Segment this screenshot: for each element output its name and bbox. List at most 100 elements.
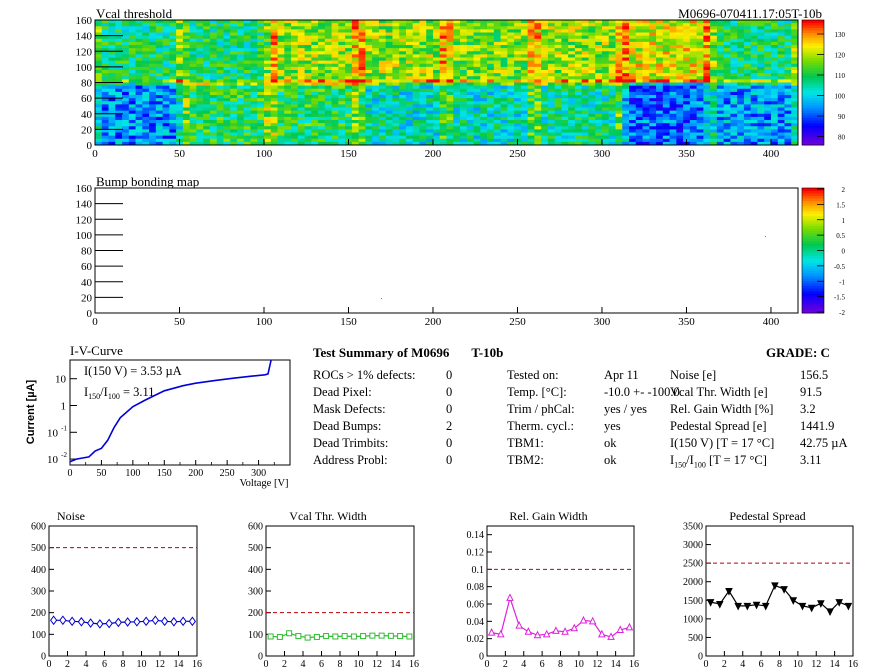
- heatmap-cell: [95, 60, 103, 65]
- heatmap-cell: [716, 95, 725, 99]
- heatmap-cell: [176, 116, 184, 121]
- heatmap-cell: [764, 82, 772, 87]
- heatmap-cell: [716, 123, 725, 127]
- heatmap-cell: [622, 35, 630, 40]
- summary-value: yes / yes: [604, 402, 648, 416]
- heatmap-cell: [128, 41, 136, 46]
- heatmap-cell: [784, 104, 792, 108]
- heatmap-cell: [189, 141, 197, 146]
- heatmap-cell: [196, 95, 204, 99]
- heatmap-cell: [291, 107, 299, 112]
- heatmap-cell: [669, 41, 677, 46]
- heatmap-cell: [351, 60, 360, 65]
- heatmap-cell: [629, 101, 637, 105]
- heatmap-cell: [405, 48, 414, 52]
- heatmap-cell: [304, 35, 312, 40]
- heatmap-cell: [277, 132, 285, 137]
- heatmap-cell: [95, 132, 103, 137]
- heatmap-cell: [500, 126, 508, 130]
- heatmap-cell: [635, 23, 643, 27]
- heatmap-cell: [683, 113, 691, 118]
- heatmap-cell: [439, 35, 447, 40]
- heatmap-cell: [169, 79, 177, 83]
- heatmap-cell: [142, 110, 150, 115]
- heatmap-cell: [656, 135, 664, 140]
- heatmap-cell: [622, 132, 630, 137]
- heatmap-cell: [534, 116, 542, 121]
- heatmap-cell: [669, 104, 677, 108]
- heatmap-cell: [169, 57, 177, 62]
- heatmap-cell: [791, 116, 799, 121]
- heatmap-cell: [122, 26, 130, 30]
- heatmap-cell: [439, 107, 447, 112]
- heatmap-cell: [365, 91, 373, 96]
- heatmap-cell: [155, 104, 163, 108]
- heatmap-cell: [568, 85, 576, 90]
- heatmap-cell: [669, 23, 677, 27]
- heatmap-cell: [155, 70, 163, 74]
- heatmap-cell: [460, 20, 468, 24]
- heatmap-cell: [743, 57, 752, 62]
- heatmap-cell: [304, 132, 312, 137]
- heatmap-cell: [581, 82, 589, 87]
- heatmap-cell: [581, 129, 589, 133]
- heatmap-cell: [405, 32, 414, 37]
- heatmap-cell: [730, 63, 738, 68]
- x-tick-label: 350: [678, 316, 695, 328]
- heatmap-cell: [182, 70, 191, 74]
- heatmap-cell: [135, 54, 143, 58]
- colorbar-tick-label: 2: [842, 186, 846, 194]
- heatmap-cell: [764, 23, 772, 27]
- heatmap-cell: [149, 23, 157, 27]
- heatmap-cell: [453, 73, 461, 77]
- heatmap-cell: [473, 88, 481, 93]
- heatmap-cell: [541, 41, 549, 46]
- heatmap-cell: [358, 70, 366, 74]
- x-tick-label: 2: [282, 659, 287, 670]
- heatmap-cell: [737, 120, 745, 124]
- heatmap-cell: [365, 141, 373, 146]
- heatmap-cell: [263, 123, 272, 127]
- heatmap-cell: [574, 29, 583, 33]
- heatmap-cell: [203, 79, 211, 83]
- heatmap-cell: [432, 123, 441, 127]
- heatmap-cell: [439, 98, 447, 102]
- heatmap-cell: [622, 70, 630, 74]
- heatmap-cell: [743, 76, 752, 80]
- heatmap-cell: [324, 26, 332, 30]
- heatmap-cell: [203, 141, 211, 146]
- heatmap-cell: [122, 54, 130, 58]
- heatmap-cell: [656, 60, 664, 65]
- heatmap-cell: [432, 116, 441, 121]
- heatmap-cell: [115, 132, 123, 137]
- heatmap-cell: [514, 79, 522, 83]
- heatmap-cell: [419, 48, 427, 52]
- heatmap-cell: [547, 32, 556, 37]
- x-tick-label: 350: [678, 148, 695, 160]
- heatmap-cell: [358, 129, 366, 133]
- colorbar-segment: [802, 228, 824, 231]
- heatmap-cell: [777, 98, 785, 102]
- heatmap-cell: [405, 76, 414, 80]
- colorbar-segment: [802, 245, 824, 249]
- heatmap-cell: [480, 48, 488, 52]
- heatmap-cell: [182, 135, 191, 140]
- heatmap-cell: [257, 41, 265, 46]
- heatmap-cell: [149, 79, 157, 83]
- heatmap-cell: [324, 104, 332, 108]
- heatmap-cell: [162, 82, 170, 87]
- colorbar-segment: [802, 290, 824, 294]
- heatmap-cell: [311, 79, 319, 83]
- heatmap-cell: [446, 129, 454, 133]
- heatmap-cell: [162, 91, 170, 96]
- heatmap-cell: [101, 41, 109, 46]
- heatmap-cell: [277, 88, 285, 93]
- heatmap-cell: [399, 132, 407, 137]
- heatmap-cell: [318, 54, 326, 58]
- heatmap-cell: [662, 116, 670, 121]
- data-point: [725, 588, 733, 596]
- heatmap-cell: [426, 45, 434, 49]
- heatmap-cell: [419, 116, 427, 121]
- heatmap-cell: [608, 116, 616, 121]
- heatmap-cell: [588, 120, 596, 124]
